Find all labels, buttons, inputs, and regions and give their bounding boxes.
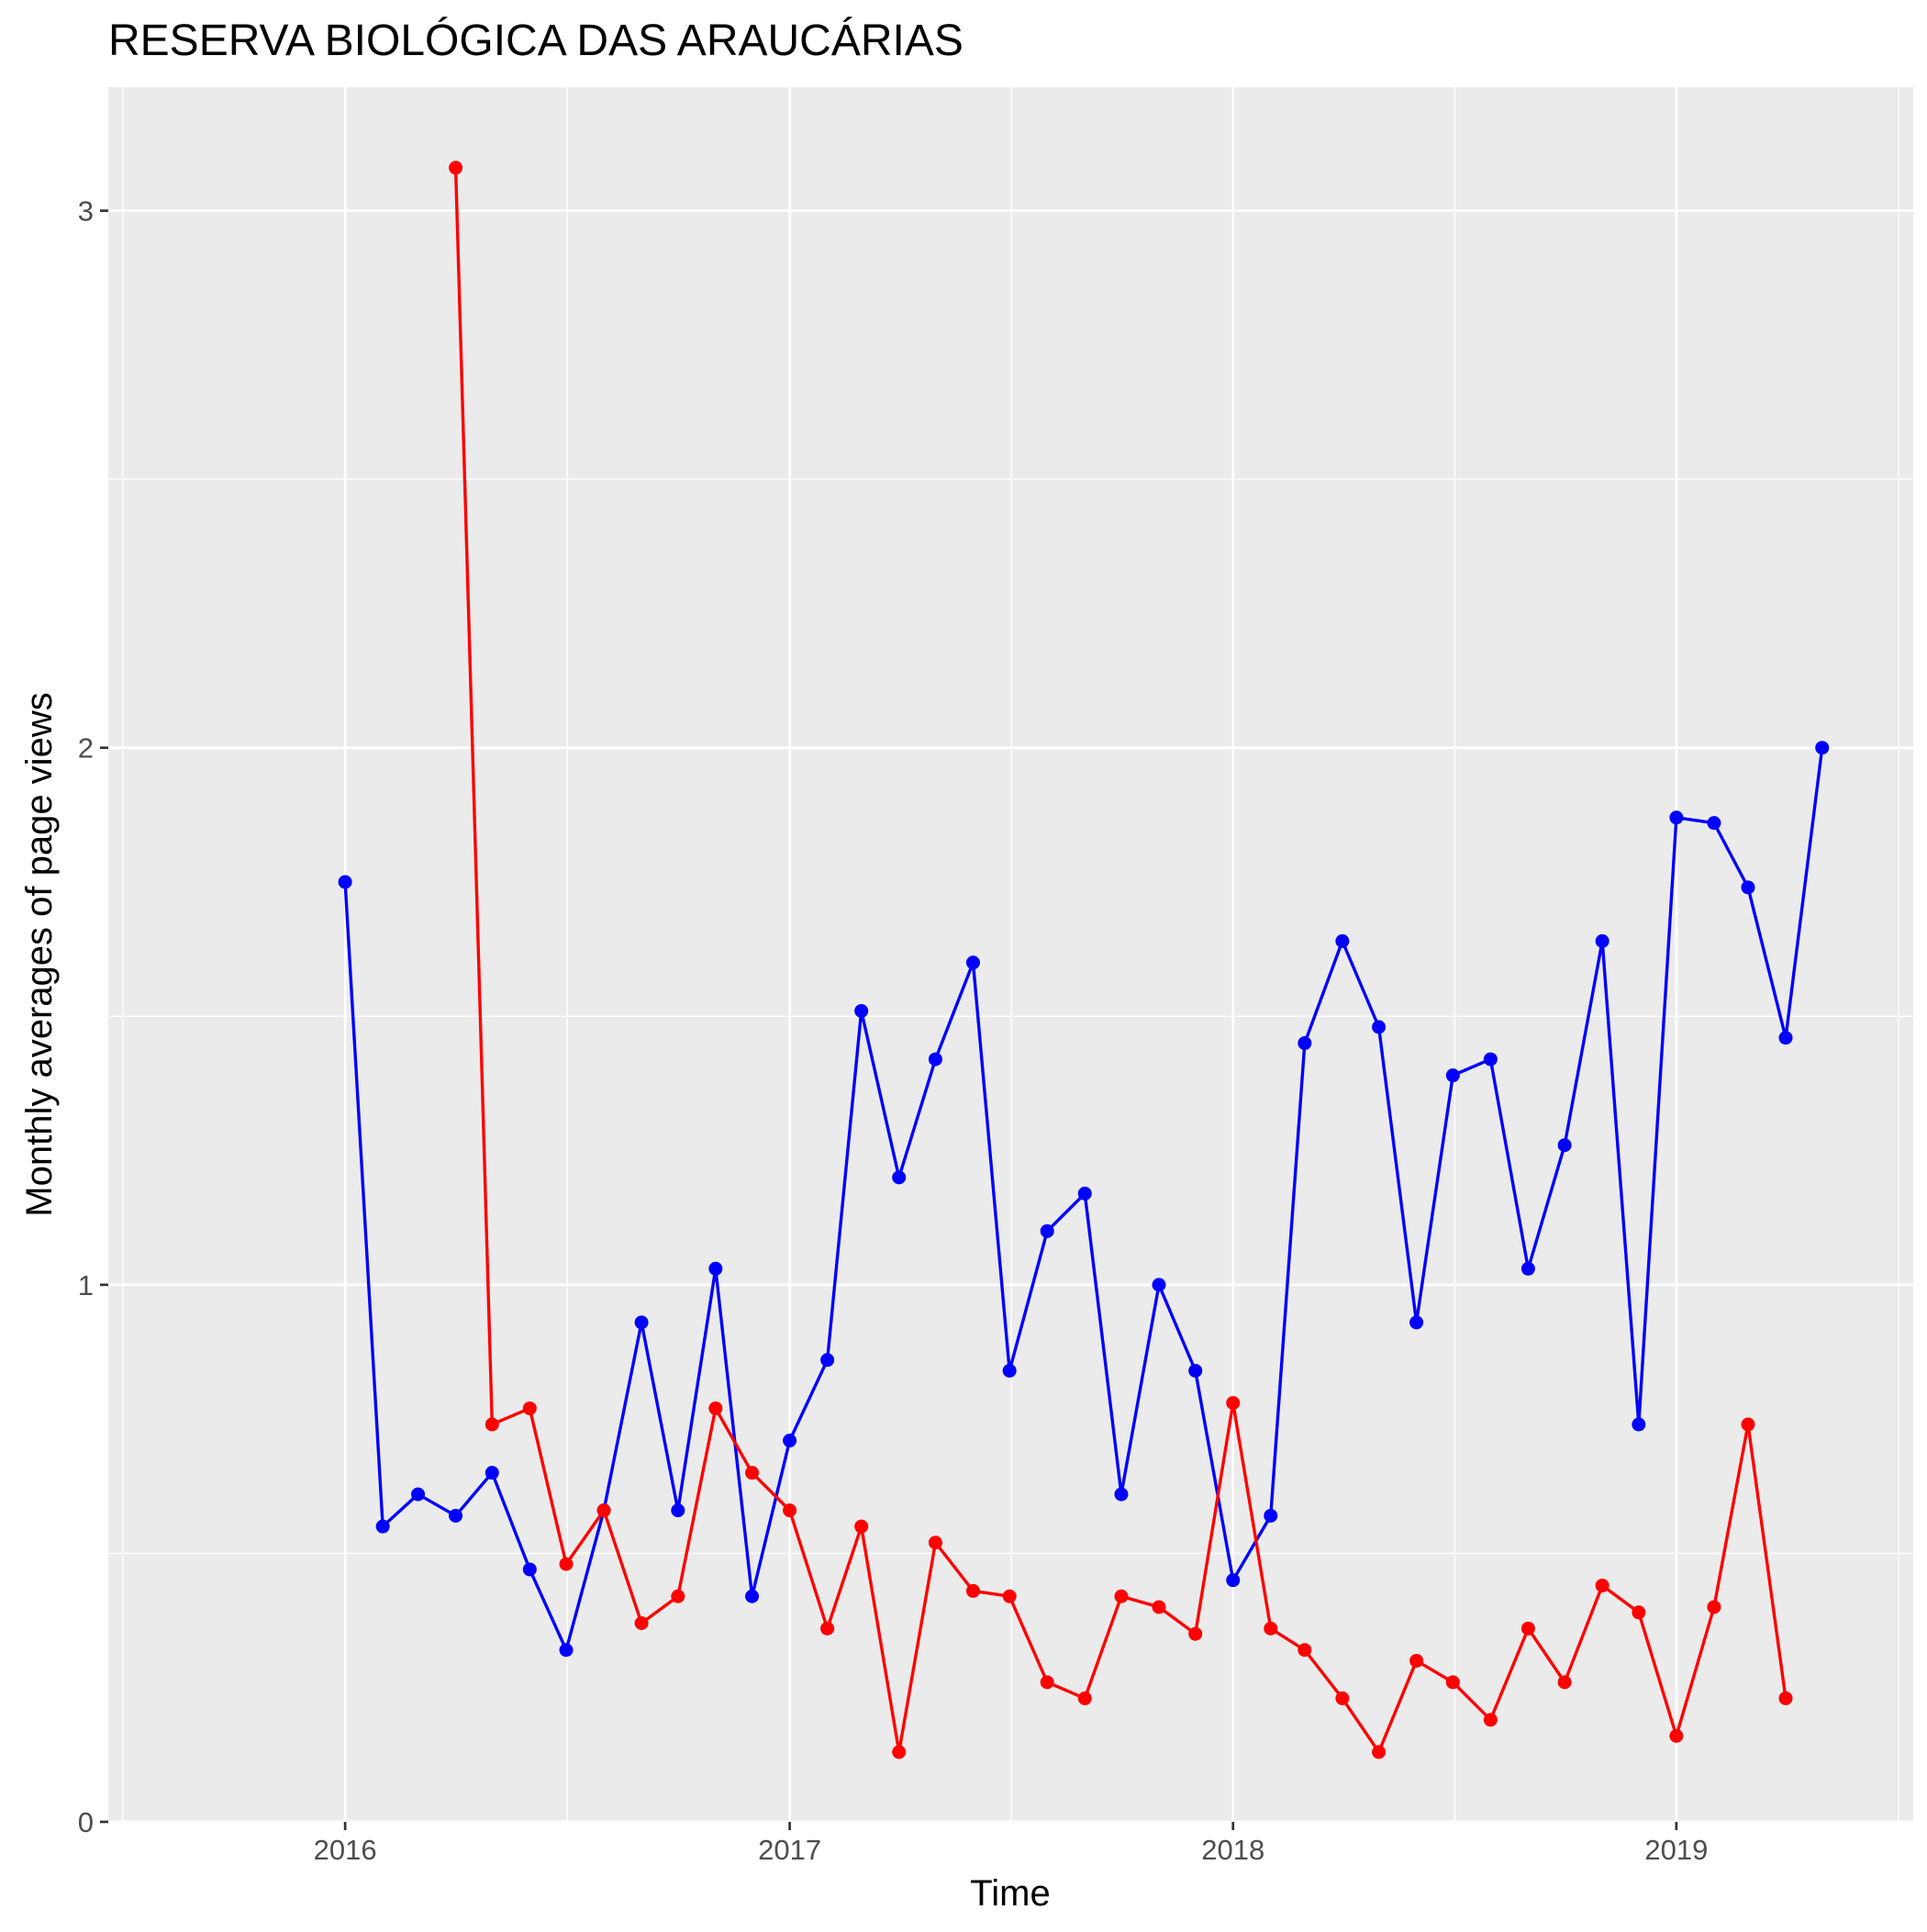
data-point: [1595, 933, 1610, 948]
x-tick-label: 2019: [1644, 1834, 1708, 1866]
data-point: [449, 1508, 463, 1523]
data-point: [1040, 1223, 1054, 1238]
data-point: [1741, 1417, 1755, 1432]
data-point: [1114, 1589, 1129, 1603]
y-tick-label: 3: [78, 195, 94, 228]
data-point: [671, 1503, 685, 1518]
data-point: [892, 1745, 907, 1759]
data-point: [522, 1401, 537, 1415]
data-point: [820, 1621, 835, 1636]
data-point: [634, 1615, 649, 1630]
data-point: [1372, 1745, 1387, 1759]
data-point: [1188, 1626, 1203, 1641]
data-point: [1520, 1621, 1535, 1636]
data-point: [854, 1003, 869, 1018]
data-point: [854, 1519, 869, 1534]
data-point: [928, 1536, 942, 1550]
data-point: [671, 1589, 685, 1603]
data-point: [596, 1503, 611, 1518]
data-point: [1778, 1691, 1793, 1705]
data-point: [1002, 1363, 1017, 1378]
y-tick-label: 2: [78, 732, 94, 765]
data-point: [1226, 1396, 1241, 1411]
data-point: [411, 1487, 426, 1502]
data-point: [1188, 1363, 1203, 1378]
data-point: [1409, 1653, 1424, 1668]
data-point: [1298, 1643, 1312, 1658]
data-point: [485, 1466, 499, 1480]
data-point: [892, 1170, 907, 1185]
data-point: [783, 1434, 797, 1448]
data-point: [522, 1562, 537, 1577]
data-point: [634, 1315, 649, 1330]
data-point: [1264, 1621, 1278, 1636]
data-point: [1264, 1508, 1278, 1523]
data-point: [1632, 1417, 1646, 1432]
major-gridlines: [108, 87, 1913, 1824]
data-point: [1557, 1138, 1572, 1153]
data-point: [485, 1417, 499, 1432]
data-point: [1040, 1675, 1054, 1690]
data-point: [1372, 1020, 1387, 1034]
data-point: [1077, 1691, 1092, 1705]
data-point: [1335, 1691, 1350, 1705]
data-point: [1815, 741, 1830, 755]
series-layer: [338, 161, 1830, 1759]
data-point: [745, 1589, 760, 1603]
data-point: [559, 1557, 574, 1571]
data-point: [1778, 1031, 1793, 1045]
x-axis-title: Time: [970, 1873, 1050, 1914]
x-tick-label: 2018: [1201, 1834, 1264, 1866]
data-point: [1741, 880, 1755, 895]
data-point: [1114, 1487, 1129, 1502]
data-point: [1669, 810, 1684, 825]
data-point: [1445, 1675, 1460, 1690]
data-point: [745, 1466, 760, 1480]
data-point: [708, 1261, 723, 1276]
data-point: [1077, 1186, 1092, 1201]
data-point: [1409, 1315, 1424, 1330]
x-tick-label: 2017: [758, 1834, 821, 1866]
series-0: [338, 741, 1830, 1658]
data-point: [1520, 1261, 1535, 1276]
data-point: [1557, 1675, 1572, 1690]
data-point: [708, 1401, 723, 1415]
chart-title: RESERVA BIOLÓGICA DAS ARAUCÁRIAS: [108, 16, 964, 65]
data-point: [1335, 933, 1350, 948]
data-point: [928, 1052, 942, 1067]
data-point: [1707, 816, 1721, 831]
x-tick-label: 2016: [314, 1834, 377, 1866]
data-point: [965, 955, 980, 970]
data-point: [1002, 1589, 1017, 1603]
data-point: [375, 1519, 390, 1534]
data-point: [1483, 1713, 1498, 1727]
data-point: [1483, 1052, 1498, 1067]
plot-panel: [108, 87, 1913, 1822]
data-point: [1298, 1036, 1312, 1051]
axes: 2016 2017 2018 2019 0 1 2 3: [78, 195, 1709, 1866]
series-1: [449, 161, 1793, 1759]
data-point: [1707, 1600, 1721, 1614]
data-point: [1226, 1573, 1241, 1588]
y-axis-title: Monthly averages of page views: [19, 692, 60, 1216]
data-point: [338, 875, 352, 889]
y-tick-label: 0: [78, 1806, 94, 1838]
data-point: [965, 1583, 980, 1598]
data-point: [783, 1503, 797, 1518]
data-point: [1595, 1579, 1610, 1593]
data-point: [1152, 1278, 1166, 1292]
y-tick-label: 1: [78, 1269, 94, 1301]
data-point: [820, 1353, 835, 1368]
data-point: [1152, 1600, 1166, 1614]
data-point: [1669, 1728, 1684, 1743]
data-point: [1445, 1068, 1460, 1083]
minor-gridlines: [108, 87, 1913, 1822]
data-point: [1632, 1605, 1646, 1620]
data-point: [559, 1643, 574, 1658]
data-point: [449, 161, 463, 175]
